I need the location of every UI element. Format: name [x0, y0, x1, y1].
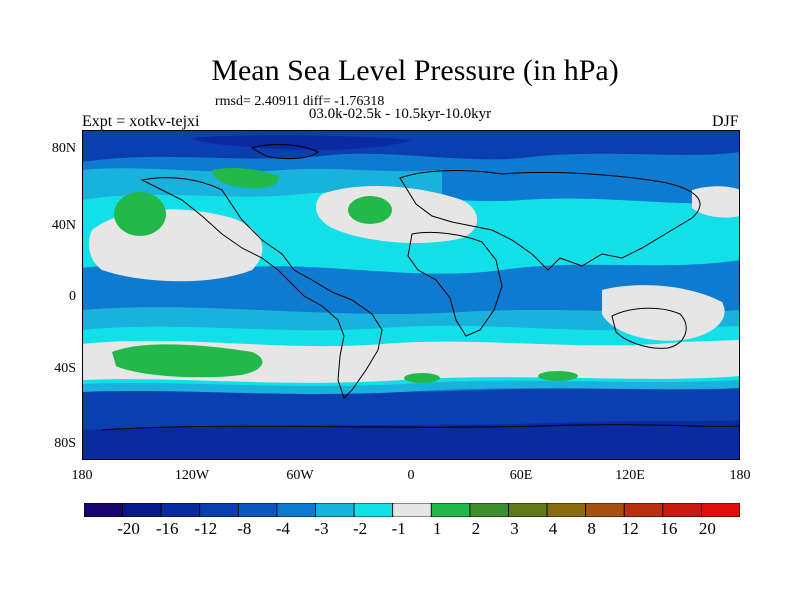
hudson-positive-blob [212, 168, 279, 189]
lat-label-40n: 40N [51, 218, 76, 233]
colorbar-tick-label: -20 [117, 519, 140, 538]
colorbar-tick-label: -8 [237, 519, 252, 538]
colorbar-tick-label: 4 [548, 519, 558, 538]
colorbar-swatch [585, 503, 625, 517]
coastlines [101, 144, 740, 431]
colorbar-swatch [160, 503, 201, 517]
australia-outline [611, 307, 687, 349]
lat-label-40s: 40S [54, 361, 76, 376]
colorbar-tick-label: -16 [155, 519, 179, 538]
colorbar-swatch [701, 503, 740, 517]
australia-neutral [602, 285, 725, 341]
lon-label-180w: 180 [71, 468, 93, 483]
colorbar-tick-label: 2 [471, 519, 481, 538]
south-pacific-positive-blob [112, 344, 263, 378]
colorbar-swatch [122, 503, 162, 517]
colorbar-swatch [237, 503, 278, 517]
indian-ocean-positive-blob [538, 371, 578, 381]
colorbar-tick-label: -4 [275, 519, 291, 538]
africa-outline [407, 231, 503, 337]
arctic-strong-negative [192, 135, 412, 150]
lon-label-120w: 120W [174, 468, 210, 483]
lon-label-60w: 60W [286, 468, 314, 483]
colorbar-tick-label: 16 [660, 519, 678, 538]
colorbar-tick-label: -1 [391, 519, 406, 538]
colorbar-tick-label: 20 [698, 519, 716, 538]
pacific-positive-blob [114, 192, 166, 236]
map-frame [82, 130, 740, 460]
lon-label-0: 0 [407, 468, 415, 483]
colorbar-tick-label: 8 [587, 519, 596, 538]
colorbar-tick-label: 3 [510, 519, 519, 538]
colorbar-swatch [508, 503, 548, 517]
lon-label-120e: 120E [615, 468, 645, 483]
greenland-outline [250, 144, 319, 160]
lat-label-equator: 0 [69, 289, 76, 304]
colorbar [84, 503, 740, 517]
colorbar-swatch [623, 503, 664, 517]
colorbar-swatch [662, 503, 702, 517]
period-line: 03.0k-02.5k - 10.5kyr-10.0kyr [308, 106, 492, 122]
lon-label-180e: 180 [729, 468, 751, 483]
colorbar-swatch [353, 503, 394, 517]
chart-title: Mean Sea Level Pressure (in hPa) [211, 54, 619, 87]
colorbar-swatch [469, 503, 509, 517]
colorbar-tick-label: -2 [353, 519, 368, 538]
colorbar-swatch [430, 503, 471, 517]
south-atlantic-positive-blob [404, 373, 440, 383]
east-pacific-neutral [692, 186, 740, 218]
colorbar-swatch [315, 503, 355, 517]
colorbar-swatch [392, 503, 432, 517]
colorbar-tick-label: -3 [314, 519, 329, 538]
lat-label-80n: 80N [51, 141, 76, 156]
colorbar-tick-label: 1 [433, 519, 442, 538]
antarctic-strong-negative [82, 420, 740, 460]
lon-label-60e: 60E [509, 468, 533, 483]
antarctica-outline [101, 424, 740, 431]
pressure-map [82, 130, 740, 460]
stats-line: rmsd= 2.40911 diff= -1.76318 [215, 94, 385, 109]
north-pacific-neutral [88, 209, 263, 282]
colorbar-swatch [546, 503, 587, 517]
experiment-label: Expt = xotkv-tejxi [82, 113, 200, 130]
americas-outline [140, 177, 383, 399]
colorbar-swatch [276, 503, 316, 517]
colorbar-tick-label: -12 [194, 519, 218, 538]
lat-label-80s: 80S [54, 436, 76, 451]
season-label: DJF [712, 113, 739, 130]
colorbar-tick-label: 12 [621, 519, 639, 538]
atlantic-positive-blob [348, 196, 392, 224]
colorbar-swatch [84, 503, 123, 517]
eurasia-outline [399, 170, 701, 271]
colorbar-swatch [199, 503, 239, 517]
